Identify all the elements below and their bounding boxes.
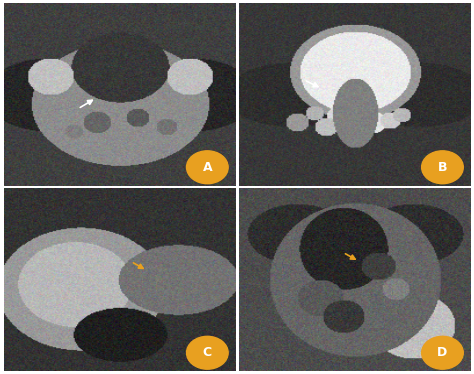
Text: D: D [438,346,447,359]
Text: C: C [203,346,212,359]
Circle shape [422,151,463,184]
Circle shape [422,336,463,369]
Circle shape [187,151,228,184]
Text: B: B [438,161,447,174]
Circle shape [187,336,228,369]
Text: A: A [202,161,212,174]
